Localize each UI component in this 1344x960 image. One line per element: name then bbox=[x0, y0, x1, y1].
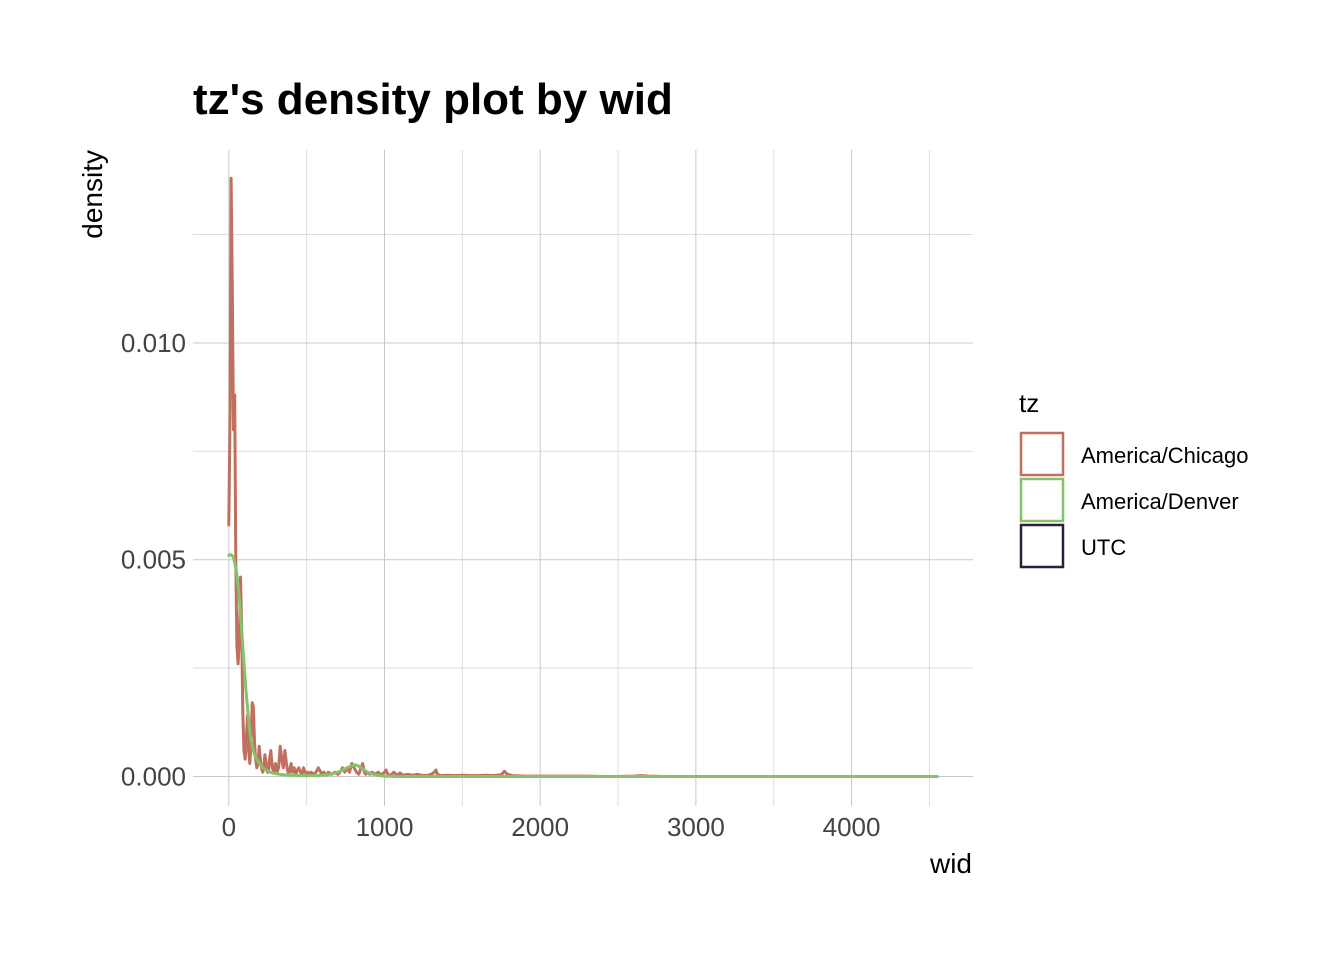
legend-label-utc: UTC bbox=[1081, 535, 1126, 560]
legend-items: America/Chicago America/Denver UTC bbox=[1019, 431, 1249, 569]
legend-title: tz bbox=[1019, 388, 1039, 418]
grid bbox=[193, 150, 973, 806]
y-tick-label: 0.010 bbox=[121, 328, 186, 358]
y-axis-label: density bbox=[77, 150, 108, 239]
x-tick-label: 1000 bbox=[356, 812, 414, 842]
series-line-america-chicago bbox=[227, 176, 939, 778]
x-axis-label: wid bbox=[929, 848, 972, 879]
x-tick-label: 3000 bbox=[667, 812, 725, 842]
legend: tz America/Chicago America/Denver UTC bbox=[1019, 388, 1249, 569]
x-tick-label: 4000 bbox=[823, 812, 881, 842]
tick-labels: 0 1000 2000 3000 4000 0.000 0.005 0.010 bbox=[121, 328, 881, 842]
y-tick-label: 0.005 bbox=[121, 545, 186, 575]
chart-title: tz's density plot by wid bbox=[193, 75, 673, 124]
series-lines bbox=[227, 176, 939, 778]
legend-key-america-chicago bbox=[1019, 431, 1065, 477]
legend-label-america-denver: America/Denver bbox=[1081, 489, 1239, 514]
legend-label-america-chicago: America/Chicago bbox=[1081, 443, 1249, 468]
legend-key-america-denver bbox=[1019, 477, 1065, 523]
x-tick-label: 2000 bbox=[511, 812, 569, 842]
y-tick-label: 0.000 bbox=[121, 762, 186, 792]
x-tick-label: 0 bbox=[222, 812, 236, 842]
legend-key-utc bbox=[1019, 523, 1065, 569]
series-line-america-denver bbox=[227, 553, 939, 778]
